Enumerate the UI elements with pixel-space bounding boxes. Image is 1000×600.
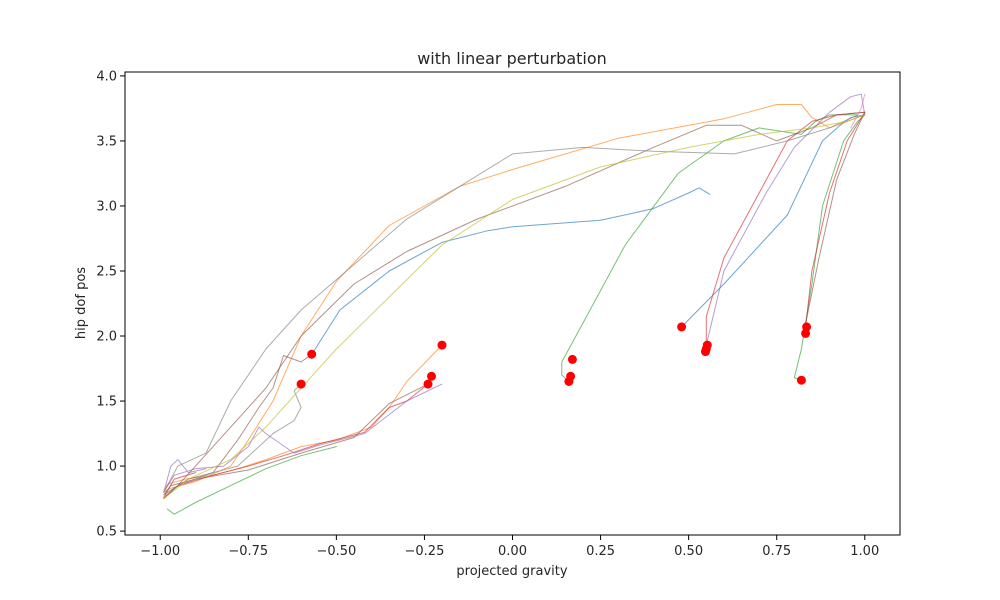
series-line-6 bbox=[804, 111, 866, 334]
x-tick-label-1: −0.75 bbox=[228, 544, 268, 559]
x-tick-label-8: 1.00 bbox=[850, 544, 879, 559]
y-tick-label-2: 1.5 bbox=[96, 395, 117, 410]
marker-point-14 bbox=[796, 375, 806, 385]
series-line-8 bbox=[163, 383, 429, 498]
x-axis-label: projected gravity bbox=[456, 564, 567, 579]
marker-point-8 bbox=[677, 322, 687, 332]
series-line-16 bbox=[163, 114, 866, 500]
marker-point-0 bbox=[307, 349, 317, 359]
marker-point-13 bbox=[801, 328, 811, 338]
series-line-7 bbox=[705, 111, 866, 353]
x-tick-label-5: 0.25 bbox=[586, 544, 615, 559]
x-tick-label-3: −0.25 bbox=[405, 544, 445, 559]
x-tick-label-2: −0.50 bbox=[316, 544, 356, 559]
marker-layer bbox=[296, 322, 812, 389]
x-tick-label-4: 0.00 bbox=[498, 544, 527, 559]
y-tick-label-3: 2.0 bbox=[96, 330, 117, 345]
y-tick-label-7: 4.0 bbox=[96, 69, 117, 84]
y-axis: 0.5 1.0 1.5 2.0 2.5 3.0 3.5 4.0 bbox=[96, 69, 125, 540]
marker-point-2 bbox=[437, 340, 447, 350]
marker-point-1 bbox=[296, 379, 306, 389]
series-line-9 bbox=[163, 383, 443, 493]
series-line-0 bbox=[311, 187, 711, 355]
series-line-17 bbox=[850, 93, 866, 129]
y-tick-label-1: 1.0 bbox=[96, 460, 117, 475]
series-line-5 bbox=[166, 446, 337, 515]
x-tick-label-7: 0.75 bbox=[762, 544, 791, 559]
series-line-12 bbox=[163, 111, 866, 500]
series-line-2 bbox=[163, 104, 866, 493]
series-line-13 bbox=[804, 111, 866, 328]
marker-point-3 bbox=[427, 371, 436, 381]
marker-point-5 bbox=[567, 354, 577, 364]
y-axis-label: hip dof pos bbox=[74, 267, 89, 339]
marker-point-4 bbox=[423, 379, 433, 389]
x-axis: −1.00 −0.75 −0.50 −0.25 0.00 0.25 0.50 0.75 1.00 bbox=[140, 535, 879, 559]
series-line-1 bbox=[681, 114, 866, 328]
y-tick-label-5: 3.0 bbox=[96, 199, 117, 214]
y-tick-label-4: 2.5 bbox=[96, 264, 117, 279]
series-line-14 bbox=[163, 383, 302, 500]
y-tick-label-0: 0.5 bbox=[96, 525, 117, 540]
series-line-15 bbox=[163, 114, 859, 493]
marker-point-7 bbox=[564, 377, 574, 386]
series-layer bbox=[163, 93, 866, 515]
x-tick-label-6: 0.50 bbox=[674, 544, 703, 559]
chart-title: with linear perturbation bbox=[417, 49, 607, 68]
series-line-10 bbox=[705, 93, 866, 346]
y-tick-label-6: 3.5 bbox=[96, 134, 117, 149]
x-tick-label-0: −1.00 bbox=[140, 544, 180, 559]
series-line-3 bbox=[793, 114, 866, 381]
marker-point-11 bbox=[701, 347, 710, 357]
